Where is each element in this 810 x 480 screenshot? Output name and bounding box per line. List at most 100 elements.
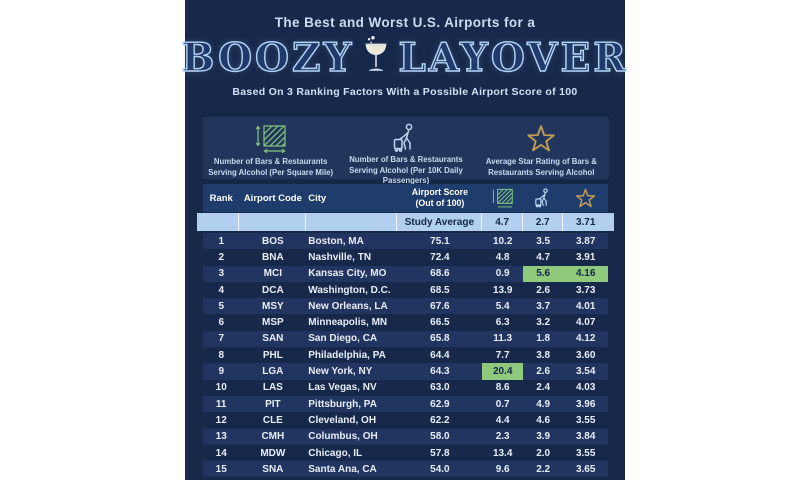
star-rating-cell: 3.65	[575, 463, 596, 475]
airport-code-cell: CLE	[262, 414, 283, 426]
table-header-row: Rank Airport Code City Airport Score (Ou…	[203, 184, 608, 212]
airport-code-cell: MDW	[260, 447, 286, 459]
airport-code-cell: BOS	[262, 235, 284, 247]
study-average-per-sq-mile: 4.7	[482, 213, 523, 231]
table-row: 6 MSP Minneapolis, MN 66.5 6.3 3.2 4.07	[203, 314, 608, 330]
city-cell: Boston, MA	[308, 235, 364, 247]
martini-glass-icon	[363, 34, 389, 85]
study-average-per-10k: 2.7	[523, 213, 564, 231]
airport-score-cell: 57.8	[430, 447, 450, 459]
city-cell: Santa Ana, CA	[308, 463, 377, 475]
rank-cell: 6	[218, 317, 224, 329]
legend-label: Average Star Rating of Bars & Restaurant…	[485, 157, 597, 177]
rank-cell: 2	[218, 251, 224, 263]
airport-code-cell: MSY	[262, 300, 284, 312]
airport-score-cell: 58.0	[430, 431, 450, 443]
airport-score-cell: 68.5	[430, 284, 450, 296]
per-10k-cell: 2.4	[536, 382, 551, 394]
city-cell: Washington, D.C.	[308, 284, 391, 296]
study-average-star-rating: 3.71	[575, 216, 596, 228]
col-header-airport-code: Airport Code	[243, 192, 302, 204]
table-row: 3 MCI Kansas City, MO 68.6 0.9 5.6 4.16	[203, 265, 608, 282]
per-sq-mile-cell: 4.8	[495, 251, 510, 263]
city-cell: Chicago, IL	[308, 447, 363, 459]
per-sq-mile-cell: 0.7	[495, 398, 510, 410]
airport-score-cell: 66.5	[430, 317, 450, 329]
star-rating-cell: 3.84	[575, 431, 596, 443]
main-title-boozy: BOOZY	[181, 34, 355, 81]
airport-score-cell: 63.0	[430, 382, 450, 394]
airport-code-cell: SAN	[262, 333, 284, 345]
city-cell: New Orleans, LA	[308, 300, 388, 312]
table-row: 8 PHL Philadelphia, PA 64.4 7.7 3.8 3.60	[203, 347, 608, 363]
star-rating-cell: 3.91	[575, 251, 596, 263]
per-sq-mile-cell: 13.9	[492, 284, 513, 296]
city-cell: Columbus, OH	[308, 431, 378, 443]
score-header-line2: (Out of 100)	[415, 198, 465, 208]
table-row: 15 SNA Santa Ana, CA 54.0 9.6 2.2 3.65	[203, 461, 608, 478]
table-row: 7 SAN San Diego, CA 65.8 11.3 1.8 4.12	[203, 330, 608, 348]
city-cell: Pittsburgh, PA	[308, 398, 377, 410]
per-10k-cell: 3.8	[536, 349, 551, 361]
title-line: The Best and Worst U.S. Airports for a	[274, 15, 536, 30]
rank-cell: 10	[215, 382, 227, 394]
airport-score-cell: 68.6	[430, 268, 450, 280]
star-rating-cell: 4.16	[563, 265, 608, 282]
score-header-line1: Airport Score	[411, 187, 468, 198]
star-rating-cell: 3.55	[575, 447, 596, 459]
rank-cell: 3	[218, 268, 224, 280]
table-row: 11 PIT Pittsburgh, PA 62.9 0.7 4.9 3.96	[203, 395, 608, 413]
main-title: BOOZY LAYOVER	[181, 34, 627, 85]
rank-cell: 11	[215, 398, 227, 410]
table-row: 13 CMH Columbus, OH 58.0 2.3 3.9 3.84	[203, 428, 608, 445]
per-10k-cell: 2.2	[536, 463, 551, 475]
col-header-rank: Rank	[209, 192, 233, 204]
airport-code-cell: CMH	[261, 431, 285, 443]
per-sq-mile-cell: 2.3	[495, 431, 510, 443]
star-rating-cell: 3.73	[575, 284, 596, 296]
city-cell: Kansas City, MO	[308, 268, 387, 280]
col-header-traveler-icon	[523, 188, 564, 208]
area-density-icon	[254, 123, 288, 155]
rankings-table: Rank Airport Code City Airport Score (Ou…	[197, 184, 614, 478]
per-10k-cell: 4.7	[536, 251, 551, 263]
per-10k-cell: 3.2	[536, 317, 551, 329]
col-header-area-density-icon	[482, 188, 523, 209]
city-cell: Las Vegas, NV	[308, 382, 377, 394]
airport-score-cell: 65.8	[430, 333, 450, 345]
legend-item-per-sq-mile: Number of Bars & Restaurants Serving Alc…	[203, 117, 338, 179]
col-header-airport-score: Airport Score (Out of 100)	[397, 187, 482, 208]
star-rating-cell: 4.01	[575, 300, 596, 312]
table-row: 14 MDW Chicago, IL 57.8 13.4 2.0 3.55	[203, 445, 608, 461]
per-sq-mile-cell: 4.4	[495, 414, 510, 426]
traveler-icon	[392, 123, 420, 153]
per-sq-mile-cell: 9.6	[495, 463, 510, 475]
star-rating-cell: 3.54	[575, 366, 596, 378]
infographic-panel: The Best and Worst U.S. Airports for a B…	[181, 0, 627, 480]
legend-panel: Number of Bars & Restaurants Serving Alc…	[203, 117, 609, 185]
per-sq-mile-cell: 6.3	[495, 317, 510, 329]
per-sq-mile-cell: 11.3	[493, 333, 513, 345]
table-row: 12 CLE Cleveland, OH 62.2 4.4 4.6 3.55	[203, 412, 608, 428]
legend-label: Number of Bars & Restaurants Serving Alc…	[208, 157, 334, 177]
star-icon	[526, 123, 556, 155]
airport-code-cell: SNA	[262, 463, 284, 475]
table-row: 4 DCA Washington, D.C. 68.5 13.9 2.6 3.73	[203, 282, 608, 298]
airport-code-cell: MSP	[262, 317, 284, 329]
per-sq-mile-cell: 13.4	[492, 447, 513, 459]
per-10k-cell: 4.6	[536, 414, 551, 426]
star-rating-cell: 3.55	[575, 414, 596, 426]
city-cell: New York, NY	[308, 366, 373, 378]
study-average-empty-rank	[203, 213, 240, 231]
table-row: 5 MSY New Orleans, LA 67.6 5.4 3.7 4.01	[203, 298, 608, 315]
rank-cell: 7	[218, 333, 224, 345]
per-10k-cell: 2.6	[536, 284, 551, 296]
star-rating-cell: 3.87	[575, 235, 596, 247]
star-rating-cell: 3.96	[575, 398, 596, 410]
rank-cell: 4	[218, 284, 224, 296]
city-cell: Minneapolis, MN	[308, 317, 388, 329]
city-cell: Nashville, TN	[308, 251, 372, 263]
rank-cell: 9	[218, 366, 224, 378]
study-average-row: Study Average 4.7 2.7 3.71	[197, 213, 614, 231]
airport-code-cell: MCI	[263, 268, 283, 280]
